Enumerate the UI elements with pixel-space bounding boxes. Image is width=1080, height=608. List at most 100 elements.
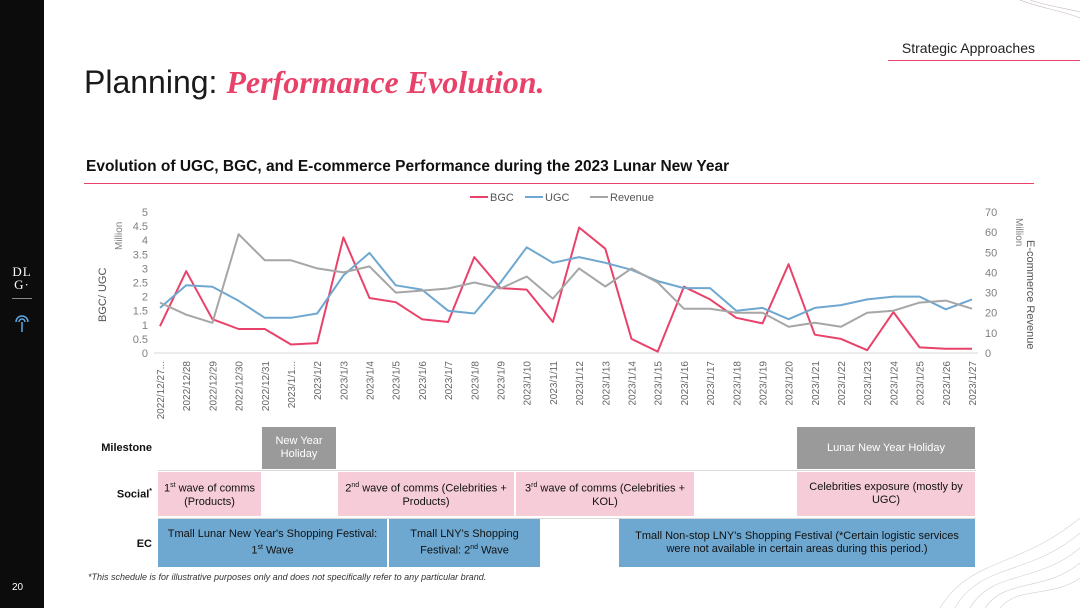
ec-wave-1-text: Tmall Lunar New Year's Shopping Festival… — [167, 528, 378, 557]
social-wave-2-text: 2nd wave of comms (Celebrities + Product… — [345, 482, 507, 508]
x-tick-label: 2023/1/21 — [811, 361, 822, 406]
y2-axis-label: E-commerce Revenue — [1024, 240, 1036, 349]
y-tick-label: 1 — [142, 320, 148, 332]
x-tick-label: 2022/12/29 — [208, 361, 219, 411]
milestone-lunar-new-year-holiday: Lunar New Year Holiday — [797, 427, 975, 469]
ec-wave-2-text: Tmall LNY's Shopping Festival: 2nd Wave — [410, 528, 519, 557]
x-tick-label: 2023/1/19 — [758, 361, 769, 406]
x-tick-label: 2023/1/14 — [627, 361, 638, 406]
y-axis-label: BGC/ UGC — [97, 268, 109, 322]
row-label-social-sup: * — [149, 488, 152, 495]
title-plain: Planning: — [84, 64, 227, 100]
x-tick-label: 2023/1/12 — [575, 361, 586, 406]
social-wave-2: 2nd wave of comms (Celebrities + Product… — [338, 472, 514, 516]
page-number: 20 — [12, 582, 24, 593]
y-tick-label: 2 — [142, 292, 148, 304]
x-tick-label: 2023/1/23 — [863, 361, 874, 406]
ec-non-stop-text: Tmall Non-stop LNY's Shopping Festival (… — [635, 530, 959, 555]
logo-line-1: DL — [12, 264, 32, 279]
x-tick-label: 2023/1/18 — [732, 361, 743, 406]
x-tick-label: 2023/1/9 — [497, 361, 508, 400]
social-celebrities-exposure: Celebrities exposure (mostly by UGC) — [797, 472, 975, 516]
page-title: Planning: Performance Evolution. — [84, 64, 545, 101]
x-tick-label: 2023/1/17 — [706, 361, 717, 406]
x-tick-label: 2023/1/25 — [916, 361, 927, 406]
y-tick-label: 3.5 — [133, 249, 148, 261]
ec-wave-2: Tmall LNY's Shopping Festival: 2nd Wave — [389, 519, 540, 567]
x-tick-label: 2023/1/26 — [942, 361, 953, 406]
x-tick-label: 2023/1/2 — [313, 361, 324, 400]
logo-line-2: G· — [14, 277, 30, 292]
social-wave-1: 1st wave of comms (Products) — [158, 472, 261, 516]
series-line-ugc — [159, 246, 973, 321]
x-tick-label: 2022/12/27... — [156, 361, 167, 419]
title-accent: Performance Evolution. — [226, 64, 545, 100]
y2-tick-label: 0 — [985, 348, 991, 360]
row-label-social: Social* — [60, 488, 152, 501]
y2-tick-label: 40 — [985, 267, 997, 279]
y-axis-unit: Million — [114, 222, 125, 250]
x-tick-label: 2022/12/28 — [182, 361, 193, 411]
grid-line — [158, 518, 976, 519]
x-tick-label: 2023/1/20 — [785, 361, 796, 406]
x-tick-label: 2023/1/24 — [889, 361, 900, 406]
section-underline — [888, 60, 1080, 61]
y2-tick-label: 20 — [985, 308, 997, 320]
y-tick-label: 2.5 — [133, 278, 148, 290]
legend-label: UGC — [545, 192, 570, 204]
left-sidebar: DL G· 20 — [0, 0, 44, 608]
y2-axis-unit: Million — [1013, 218, 1024, 246]
social-celebrities-text: Celebrities exposure (mostly by UGC) — [809, 481, 963, 506]
legend-label: Revenue — [610, 192, 654, 204]
ec-non-stop: Tmall Non-stop LNY's Shopping Festival (… — [619, 519, 975, 567]
footnote: *This schedule is for illustrative purpo… — [88, 572, 487, 582]
x-tick-label: 2023/1/5 — [392, 361, 403, 400]
row-label-ec: EC — [136, 538, 152, 550]
series-line-revenue — [159, 233, 973, 328]
ec-wave-1: Tmall Lunar New Year's Shopping Festival… — [158, 519, 387, 567]
x-tick-label: 2023/1/11 — [549, 361, 560, 405]
x-tick-label: 2022/12/31 — [261, 361, 272, 411]
section-label: Strategic Approaches — [901, 40, 1035, 56]
x-tick-label: 2023/1/6 — [418, 361, 429, 400]
row-label-milestone: Milestone — [101, 442, 152, 454]
chart-title: Evolution of UGC, BGC, and E-commerce Pe… — [86, 158, 730, 175]
x-tick-label: 2023/1/10 — [523, 361, 534, 406]
grid-line — [158, 470, 976, 471]
chart-title-rule — [84, 183, 1034, 184]
y-tick-label: 5 — [142, 207, 148, 219]
legend-label: BGC — [490, 192, 514, 204]
row-label-social-text: Social — [116, 488, 150, 501]
decorative-waves — [939, 517, 1080, 608]
y2-tick-label: 30 — [985, 288, 997, 300]
y2-tick-label: 60 — [985, 227, 997, 239]
x-tick-label: 2023/1/7 — [444, 361, 455, 400]
social-wave-3-text: 3rd wave of comms (Celebrities + KOL) — [525, 482, 685, 508]
social-wave-3: 3rd wave of comms (Celebrities + KOL) — [516, 472, 694, 516]
social-wave-1-text: 1st wave of comms (Products) — [163, 482, 256, 508]
series-line-bgc — [159, 226, 972, 353]
x-tick-label: 2023/1/13 — [601, 361, 612, 406]
x-tick-label: 2023/1/15 — [654, 361, 665, 406]
y2-tick-label: 50 — [985, 247, 997, 259]
brand-mark-icon — [15, 315, 29, 332]
x-tick-label: 2023/1/27 — [968, 361, 979, 406]
y-tick-label: 4.5 — [133, 221, 148, 233]
logo-divider — [12, 298, 32, 299]
y-tick-label: 1.5 — [133, 306, 148, 318]
decorative-corner-waves — [1020, 0, 1080, 19]
x-tick-label: 2023/1/8 — [470, 361, 481, 400]
brand-logo: DL G· — [8, 265, 36, 291]
milestone-new-year-holiday: New Year Holiday — [262, 427, 336, 469]
y2-tick-label: 10 — [985, 328, 997, 340]
x-tick-label: 2022/12/30 — [235, 361, 246, 411]
x-tick-label: 2023/1/16 — [680, 361, 691, 406]
line-chart: 00.511.522.533.544.55010203040506070BGC/… — [97, 192, 1036, 419]
x-tick-label: 2023/1/22 — [837, 361, 848, 406]
y-tick-label: 3 — [142, 263, 148, 275]
x-tick-label: 2023/1/4 — [366, 361, 377, 400]
x-tick-label: 2023/1/1... — [287, 361, 298, 408]
y2-tick-label: 70 — [985, 207, 997, 219]
y-tick-label: 0.5 — [133, 334, 148, 346]
y-tick-label: 0 — [142, 348, 148, 360]
